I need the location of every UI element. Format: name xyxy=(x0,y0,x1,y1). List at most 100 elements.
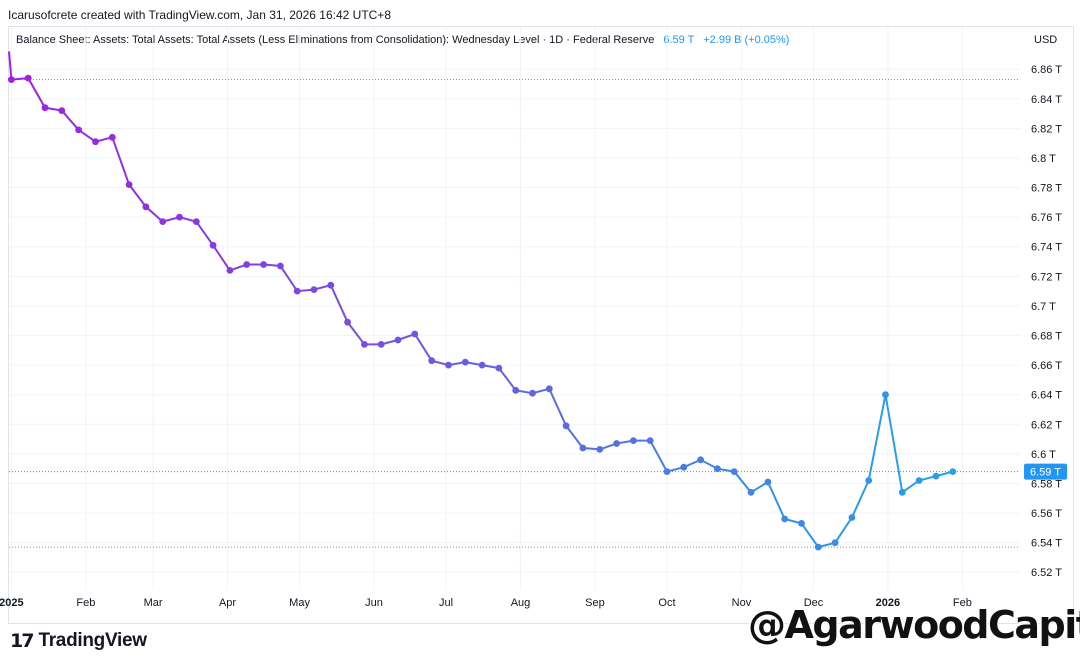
chart-credit: Icarusofcrete created with TradingView.c… xyxy=(8,8,391,22)
last-value-badge xyxy=(1024,463,1067,480)
y-tick-label: 6.52 T xyxy=(1031,567,1062,579)
y-tick-label: 6.76 T xyxy=(1031,212,1062,224)
data-point xyxy=(310,286,318,293)
chart-legend[interactable]: Balance Sheet: Assets: Total Assets: Tot… xyxy=(16,34,789,46)
y-tick-label: 6.66 T xyxy=(1031,360,1062,372)
data-point xyxy=(512,386,520,394)
y-tick-label: 6.82 T xyxy=(1031,123,1062,135)
data-point xyxy=(932,472,940,480)
tradingview-logo-icon: 17 xyxy=(10,630,34,652)
y-tick-label: 6.86 T xyxy=(1031,64,1062,76)
data-point xyxy=(58,107,66,114)
data-point xyxy=(41,104,49,112)
data-point xyxy=(764,478,772,486)
series-points xyxy=(7,74,957,551)
tradingview-logo[interactable]: 17 TradingView xyxy=(10,630,147,652)
x-tick-label: 2025 xyxy=(0,597,24,609)
data-point xyxy=(159,218,167,226)
data-point xyxy=(75,126,82,134)
data-point xyxy=(646,437,654,444)
data-point xyxy=(949,468,957,475)
y-tick-label: 6.74 T xyxy=(1031,242,1062,254)
data-point xyxy=(277,262,284,270)
x-tick-label: 2026 xyxy=(876,597,900,609)
legend-last-value: 6.59 T xyxy=(663,34,695,46)
data-point xyxy=(192,218,200,226)
data-point xyxy=(747,488,755,496)
y-tick-label: 6.6 T xyxy=(1031,449,1056,461)
data-point xyxy=(293,287,301,295)
data-point xyxy=(461,358,469,366)
legend-change: +2.99 B (+0.05%) xyxy=(703,34,790,46)
data-point xyxy=(327,281,335,289)
data-point xyxy=(848,514,856,521)
x-axis: 2025 Feb Mar Apr May Jun Jul Aug Sep Oct Nov Dec 202… xyxy=(0,597,972,609)
data-point xyxy=(865,477,873,484)
reference-lines xyxy=(9,79,1020,548)
data-point xyxy=(680,463,688,471)
data-point xyxy=(176,213,183,221)
y-tick-label: 6.58 T xyxy=(1031,478,1062,490)
x-tick-label: Sep xyxy=(585,597,605,609)
data-point xyxy=(562,422,570,430)
data-point xyxy=(142,203,150,211)
last-value-label: 6.59 T xyxy=(1024,463,1067,480)
y-tick-label: 6.7 T xyxy=(1031,301,1056,313)
y-tick-label: 6.84 T xyxy=(1031,94,1062,106)
x-tick-label: Jun xyxy=(365,597,383,609)
data-point xyxy=(226,267,234,274)
data-point xyxy=(697,456,704,464)
data-point xyxy=(7,76,15,83)
data-point xyxy=(344,318,351,326)
data-point xyxy=(814,543,822,551)
series-line xyxy=(8,51,954,549)
data-point xyxy=(92,138,99,146)
data-point xyxy=(108,133,116,141)
data-point xyxy=(781,515,789,523)
data-point xyxy=(730,468,738,475)
y-tick-label: 6.68 T xyxy=(1031,331,1062,343)
data-point xyxy=(579,444,587,452)
x-tick-label: Aug xyxy=(511,597,531,609)
y-tick-label: 6.64 T xyxy=(1031,390,1062,402)
tradingview-logo-text: TradingView xyxy=(38,630,147,651)
data-point xyxy=(478,361,486,369)
x-tick-label: May xyxy=(289,597,310,609)
data-point xyxy=(495,364,503,372)
x-tick-label: Mar xyxy=(144,597,163,609)
data-point xyxy=(915,477,923,484)
data-point xyxy=(24,74,32,82)
data-point xyxy=(898,488,906,496)
x-tick-label: Feb xyxy=(953,597,972,609)
x-tick-label: Dec xyxy=(804,597,824,609)
x-tick-label: Feb xyxy=(76,597,95,609)
data-point xyxy=(529,389,536,397)
data-point xyxy=(377,341,385,348)
x-tick-label: Oct xyxy=(658,597,675,609)
y-tick-label: 6.72 T xyxy=(1031,271,1062,283)
data-point xyxy=(445,361,452,369)
data-point xyxy=(428,357,436,365)
data-point xyxy=(545,385,553,393)
x-tick-label: Apr xyxy=(219,597,236,609)
x-tick-label: Jul xyxy=(439,597,453,609)
data-point xyxy=(596,446,604,453)
y-tick-label: 6.62 T xyxy=(1031,419,1062,431)
data-point xyxy=(630,437,637,444)
data-point xyxy=(243,261,251,268)
chart-grid xyxy=(9,27,1020,590)
data-point xyxy=(209,241,217,249)
y-axis: 6.86 T 6.84 T 6.82 T 6.8 T 6.78 T 6.76 T 6.74 … xyxy=(1031,64,1062,579)
legend-title: Balance Sheet: Assets: Total Assets: Tot… xyxy=(16,34,655,46)
chart-frame xyxy=(8,26,1074,624)
data-point xyxy=(411,330,419,338)
data-point xyxy=(361,341,368,348)
last-value-text: 6.59 T xyxy=(1030,467,1061,479)
y-tick-label: 6.8 T xyxy=(1031,153,1056,165)
watermark: @AgarwoodCapital xyxy=(748,603,1080,647)
data-point xyxy=(663,468,671,475)
currency-label[interactable]: USD xyxy=(1034,34,1058,46)
data-point xyxy=(260,261,267,268)
data-point xyxy=(882,391,889,399)
